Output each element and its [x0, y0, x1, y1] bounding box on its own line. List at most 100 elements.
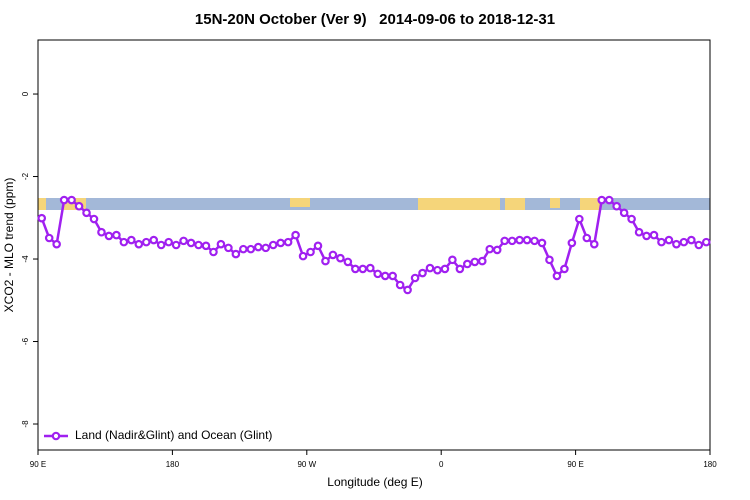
- point: [619, 208, 629, 218]
- point: [672, 239, 681, 249]
- map-strip: [38, 198, 710, 210]
- y-axis-label: XCO2 - MLO trend (ppm): [2, 178, 16, 313]
- point: [463, 259, 472, 269]
- point: [545, 255, 554, 265]
- point: [239, 244, 248, 254]
- point: [425, 263, 435, 273]
- point: [119, 237, 129, 247]
- point: [507, 236, 517, 246]
- plot-frame: [37, 39, 711, 451]
- point: [530, 236, 539, 246]
- point: [448, 255, 457, 265]
- point: [82, 208, 91, 218]
- point: [627, 214, 636, 224]
- point: [298, 251, 308, 261]
- point: [597, 195, 607, 205]
- point: [418, 268, 427, 278]
- point: [209, 247, 218, 257]
- point: [127, 235, 136, 245]
- x-tick-label: 180: [703, 460, 717, 469]
- point: [291, 230, 300, 240]
- point: [186, 238, 196, 248]
- point: [253, 242, 263, 252]
- point: [649, 230, 659, 240]
- point: [694, 240, 704, 250]
- point: [74, 201, 84, 211]
- point: [380, 271, 390, 281]
- point: [141, 237, 151, 247]
- point: [358, 264, 368, 274]
- legend-label: Land (Nadir&Glint) and Ocean (Glint): [75, 428, 272, 442]
- point: [485, 244, 495, 254]
- point: [224, 243, 233, 253]
- y-tick-label: -6: [21, 337, 30, 345]
- chart-title: 15N-20N October (Ver 9) 2014-09-06 to 20…: [195, 11, 555, 28]
- point: [313, 241, 323, 251]
- point: [37, 213, 47, 223]
- point: [612, 201, 621, 211]
- point: [104, 231, 114, 241]
- x-tick-label: 0: [439, 460, 444, 469]
- point: [231, 249, 241, 259]
- point: [276, 238, 285, 248]
- point: [306, 247, 315, 257]
- point: [261, 243, 271, 253]
- point: [44, 233, 54, 243]
- point: [395, 280, 405, 290]
- point: [149, 235, 159, 245]
- y-tick-label: -2: [21, 172, 30, 180]
- point: [351, 264, 360, 274]
- point: [321, 256, 330, 266]
- point: [604, 195, 614, 205]
- point: [477, 256, 487, 266]
- point: [201, 241, 211, 251]
- point: [470, 257, 480, 267]
- point: [567, 238, 577, 248]
- point: [156, 240, 166, 250]
- point: [515, 235, 524, 245]
- point: [343, 257, 353, 267]
- x-tick-label: 90 E: [30, 460, 46, 469]
- point: [679, 237, 689, 247]
- point: [336, 253, 345, 263]
- point: [328, 250, 338, 260]
- point: [589, 239, 599, 249]
- point: [216, 239, 226, 249]
- point: [642, 231, 651, 241]
- point: [403, 285, 412, 295]
- y-tick-label: -4: [21, 255, 30, 263]
- point: [179, 236, 188, 246]
- point: [112, 230, 121, 240]
- point: [283, 237, 293, 247]
- point: [410, 273, 420, 283]
- x-axis-label: Longitude (deg E): [327, 475, 422, 489]
- point: [634, 227, 644, 237]
- point: [500, 236, 509, 246]
- point: [560, 264, 569, 274]
- point: [373, 269, 383, 279]
- point: [522, 235, 532, 245]
- point: [246, 244, 256, 254]
- point: [455, 264, 465, 274]
- x-tick-label: 90 W: [297, 460, 316, 469]
- point: [164, 237, 173, 247]
- point: [52, 239, 61, 249]
- point: [268, 240, 278, 250]
- point: [171, 240, 181, 250]
- point: [537, 238, 547, 248]
- point: [433, 265, 442, 275]
- point: [194, 240, 203, 250]
- point: [59, 195, 69, 205]
- y-tick-label: -8: [21, 420, 30, 428]
- point: [365, 263, 375, 273]
- point: [388, 271, 397, 281]
- point: [552, 271, 562, 281]
- point: [687, 235, 696, 245]
- point: [492, 245, 502, 255]
- y-tick-label: 0: [21, 91, 30, 96]
- x-tick-label: 90 E: [567, 460, 583, 469]
- legend-marker: [51, 431, 61, 441]
- point: [67, 195, 76, 205]
- point: [440, 264, 450, 274]
